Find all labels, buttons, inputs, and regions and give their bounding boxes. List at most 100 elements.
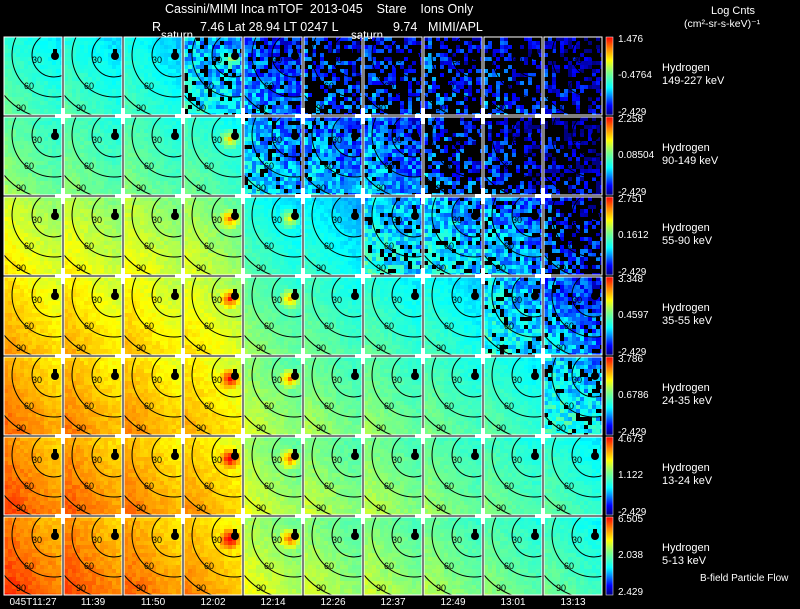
band-energy: 55-90 keV (662, 235, 712, 248)
saturn-marker (111, 52, 119, 60)
frame-r0-c9 (544, 37, 602, 115)
colorbar-cmin-label: -2.429 (618, 107, 646, 118)
contour-label: 30 (332, 135, 342, 145)
saturn-marker (531, 452, 539, 460)
contour-label: 90 (256, 423, 266, 433)
saturn-marker (591, 372, 599, 380)
contour-label: 90 (256, 583, 266, 593)
contour-label: 90 (436, 343, 446, 353)
colorbar-cmin-label: -2.429 (618, 427, 646, 438)
colorbar-cmax-label: 1.476 (618, 34, 643, 45)
contour-label: 60 (564, 161, 574, 171)
band-energy: 24-35 keV (662, 395, 712, 408)
saturn-marker (111, 452, 119, 460)
contour-label: 60 (444, 401, 454, 411)
contour-label: 30 (512, 535, 522, 545)
contour-label: 60 (324, 561, 334, 571)
saturn-marker (351, 532, 359, 540)
contour-label: 30 (152, 455, 162, 465)
contour-label: 30 (392, 55, 402, 65)
contour-label: 90 (256, 343, 266, 353)
band-energy: 149-227 keV (662, 75, 724, 88)
contour-label: 90 (136, 263, 146, 273)
band-energy: 35-55 keV (662, 315, 712, 328)
saturn-marker (51, 132, 59, 140)
contour-label: 60 (504, 481, 514, 491)
saturn-marker (111, 292, 119, 300)
saturn-marker (171, 52, 179, 60)
colorbar-cmin-label: -2.429 (618, 347, 646, 358)
contour-label: 60 (264, 161, 274, 171)
frame-r1-c5 (304, 117, 362, 195)
saturn-marker (471, 452, 479, 460)
contour-label: 60 (204, 321, 214, 331)
contour-label: 90 (76, 423, 86, 433)
frame-r0-c2 (124, 37, 182, 115)
colorbar-cmid-label: -0.4764 (618, 70, 652, 81)
contour-label: 30 (272, 135, 282, 145)
frame-r5-c5 (304, 437, 362, 515)
frame-r5-c0 (4, 437, 62, 515)
contour-label: 90 (76, 583, 86, 593)
contour-label: 30 (92, 215, 102, 225)
frame-r6-c7 (424, 517, 482, 595)
contour-label: 90 (256, 103, 266, 113)
frame-r1-c7 (424, 117, 482, 195)
colorbar-cmid-label: 0.08504 (618, 150, 654, 161)
contour-label: 90 (436, 423, 446, 433)
chart-title: Cassini/MIMI Inca mTOF 2013-045 Stare Io… (165, 2, 473, 16)
saturn-marker (351, 292, 359, 300)
contour-label: 30 (92, 295, 102, 305)
saturn-marker (471, 372, 479, 380)
contour-label: 90 (376, 343, 386, 353)
colorbar-cmid-label: 1.122 (618, 470, 643, 481)
frame-r3-c5 (304, 277, 362, 355)
contour-label: 60 (84, 561, 94, 571)
contour-label: 60 (204, 241, 214, 251)
contour-label: 30 (212, 455, 222, 465)
contour-label: 30 (572, 55, 582, 65)
contour-label: 60 (264, 321, 274, 331)
contour-label: 60 (444, 161, 454, 171)
contour-label: 90 (496, 103, 506, 113)
contour-label: 60 (504, 81, 514, 91)
contour-label: 60 (444, 481, 454, 491)
contour-label: 30 (212, 535, 222, 545)
contour-label: 90 (196, 103, 206, 113)
colorbar-cmin-label: -2.429 (618, 267, 646, 278)
contour-label: 90 (556, 583, 566, 593)
colorbar-cmax-label: 4.673 (618, 434, 643, 445)
contour-label: 90 (316, 583, 326, 593)
contour-label: 60 (24, 321, 34, 331)
frame-r6-c1 (64, 517, 122, 595)
saturn-marker (231, 452, 239, 460)
saturn-marker (351, 132, 359, 140)
frame-r0-c4 (244, 37, 302, 115)
frame-r3-c7 (424, 277, 482, 355)
contour-label: 30 (152, 295, 162, 305)
source-label: MIMI/APL (428, 20, 483, 34)
contour-label: 30 (92, 55, 102, 65)
contour-label: 90 (316, 423, 326, 433)
saturn-marker (531, 292, 539, 300)
saturn-marker (411, 132, 419, 140)
frame-r2-c8 (484, 197, 542, 275)
contour-label: 90 (556, 343, 566, 353)
contour-label: 30 (392, 135, 402, 145)
contour-label: 30 (92, 535, 102, 545)
contour-label: 60 (384, 401, 394, 411)
frame-r5-c4 (244, 437, 302, 515)
contour-label: 60 (324, 161, 334, 171)
saturn-marker (171, 452, 179, 460)
contour-label: 90 (196, 583, 206, 593)
saturn-marker (411, 52, 419, 60)
time-label: 11:39 (81, 597, 105, 608)
band-species: Hydrogen (662, 62, 724, 75)
saturn-marker (51, 452, 59, 460)
contour-label: 60 (264, 81, 274, 91)
frame-r3-c3 (184, 277, 242, 355)
contour-label: 90 (376, 263, 386, 273)
frame-r6-c4 (244, 517, 302, 595)
contour-label: 60 (144, 481, 154, 491)
contour-label: 30 (332, 55, 342, 65)
